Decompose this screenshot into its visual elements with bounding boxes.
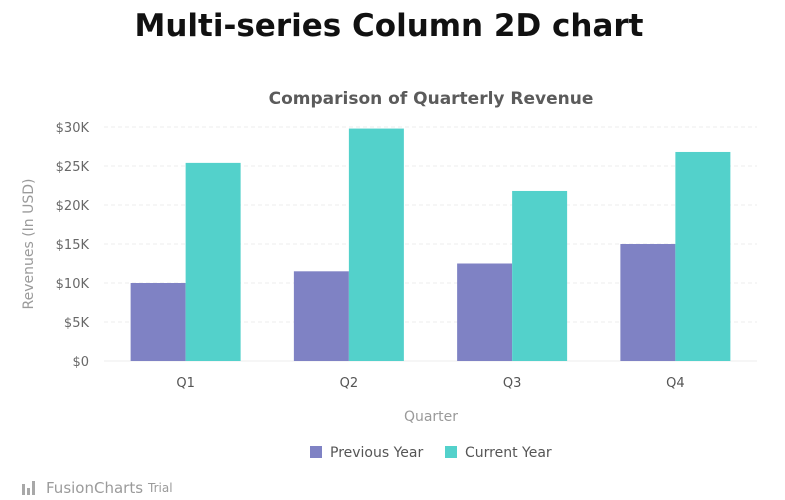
legend-swatch [445, 446, 457, 458]
legend: Previous Year Current Year [310, 445, 552, 461]
legend-item-current-year[interactable]: Current Year [445, 445, 552, 461]
x-tick-label: Q2 [340, 376, 359, 391]
bar-current-year-q4[interactable] [675, 151, 731, 361]
y-axis-label: Revenues (In USD) [21, 178, 37, 309]
legend-label: Previous Year [330, 445, 424, 461]
x-tick-label: Q1 [176, 376, 195, 391]
watermark-trial: Trial [148, 481, 173, 495]
bar-previous-year-q3[interactable] [457, 263, 513, 362]
x-axis-ticks: Q1 Q2 Q3 Q4 [176, 376, 684, 391]
y-tick-label: $10K [56, 277, 90, 292]
bar-previous-year-q4[interactable] [620, 244, 676, 361]
x-tick-label: Q4 [666, 376, 685, 391]
y-tick-label: $15K [56, 238, 90, 253]
legend-swatch [310, 446, 322, 458]
bar-current-year-q3[interactable] [512, 190, 568, 361]
x-axis-label: Quarter [404, 409, 458, 425]
bar-previous-year-q2[interactable] [293, 271, 349, 361]
chart-title: Comparison of Quarterly Revenue [269, 89, 594, 109]
y-tick-label: $25K [56, 160, 90, 175]
y-tick-label: $0 [72, 355, 89, 370]
bar-current-year-q1[interactable] [185, 162, 241, 361]
bar-current-year-q2[interactable] [348, 128, 404, 361]
legend-item-previous-year[interactable]: Previous Year [310, 445, 424, 461]
y-tick-label: $5K [64, 316, 90, 331]
multi-series-column-chart: Comparison of Quarterly Revenue $0 $5K $10… [21, 89, 757, 461]
bar-previous-year-q1[interactable] [130, 283, 186, 361]
watermark-brand: FusionCharts [46, 479, 144, 497]
fusioncharts-logo-icon [22, 480, 35, 495]
legend-label: Current Year [465, 445, 552, 461]
page-heading: Multi-series Column 2D chart [134, 8, 644, 44]
y-tick-label: $20K [56, 199, 90, 214]
bars [130, 128, 731, 362]
x-tick-label: Q3 [503, 376, 522, 391]
y-tick-label: $30K [56, 121, 90, 136]
y-axis-ticks: $0 $5K $10K $15K $20K $25K $30K [56, 121, 90, 370]
watermark: FusionCharts Trial [22, 478, 173, 498]
